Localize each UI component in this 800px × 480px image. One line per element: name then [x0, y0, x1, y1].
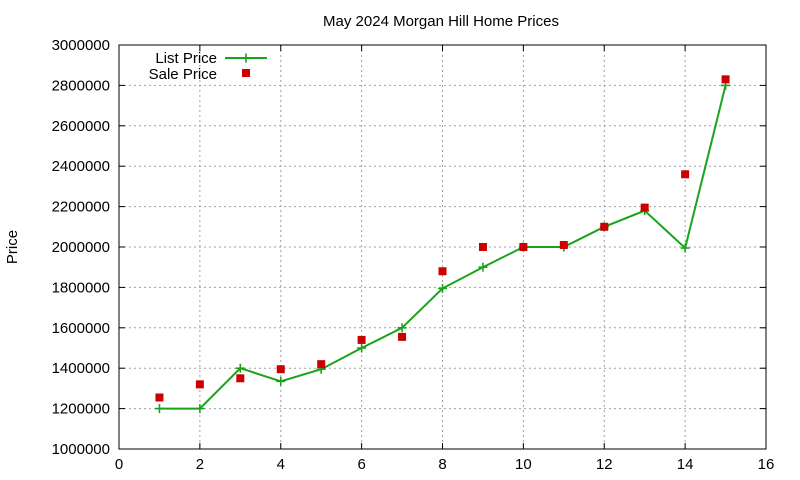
sale-price-point: [478, 243, 487, 251]
grid-layer: [119, 45, 766, 449]
x-tick-label: 4: [277, 456, 285, 473]
legend-marker-sale-price: [242, 69, 250, 77]
y-tick-label: 1200000: [52, 401, 110, 418]
sale-price-point: [276, 365, 285, 374]
x-tick-label: 10: [515, 456, 532, 473]
sale-price-point: [600, 222, 609, 231]
sale-price-point: [721, 75, 730, 84]
y-tick-label: 1600000: [52, 320, 110, 337]
sale-price-point: [559, 240, 568, 249]
sale-price-point: [357, 335, 366, 344]
x-tick-label: 14: [677, 456, 694, 473]
sale-price-point: [398, 332, 407, 341]
sale-price-point: [681, 170, 690, 179]
list-price-point: [478, 262, 488, 272]
legend-label-list-price: List Price: [155, 50, 217, 67]
sale-price-point: [236, 374, 245, 383]
y-tick-label: 2000000: [52, 239, 110, 256]
legend-marker-list-price: [241, 53, 251, 63]
sale-price-point: [640, 203, 649, 212]
x-tick-label: 0: [115, 456, 123, 473]
series-layer: [154, 75, 731, 414]
list-price-point: [438, 283, 447, 293]
chart-title: May 2024 Morgan Hill Home Prices: [323, 13, 559, 30]
y-tick-label: 3000000: [52, 37, 110, 54]
list-price-point: [397, 323, 407, 333]
x-tick-label: 16: [758, 456, 775, 473]
sale-price-point: [155, 393, 164, 402]
y-tick-label: 2400000: [52, 158, 110, 175]
list-price-point: [235, 363, 245, 373]
axes-layer: 0 2 4 6 8 10 12 14 16 1000000 1200000 1400000 160000…: [52, 37, 775, 473]
x-tick-label: 2: [196, 456, 204, 473]
y-tick-label: 1800000: [52, 279, 110, 296]
y-tick-label: 1400000: [52, 360, 110, 377]
y-tick-label: 2200000: [52, 199, 110, 216]
list-price-point: [680, 243, 690, 253]
y-tick-label: 1000000: [52, 441, 110, 458]
sale-price-point: [317, 360, 326, 369]
list-price-point: [276, 376, 286, 386]
y-tick-label: 2600000: [52, 118, 110, 135]
x-tick-label: 6: [357, 456, 365, 473]
x-tick-label: 12: [596, 456, 613, 473]
y-tick-label: 2800000: [52, 77, 110, 94]
legend-label-sale-price: Sale Price: [149, 66, 217, 83]
list-price-point: [154, 404, 164, 414]
sale-price-point: [195, 380, 204, 389]
list-price-point: [357, 343, 367, 353]
y-axis-label: Price: [4, 230, 21, 264]
x-tick-label: 8: [438, 456, 446, 473]
sale-price-point: [438, 267, 447, 276]
list-price-point: [195, 404, 205, 414]
sale-price-point: [519, 243, 528, 251]
